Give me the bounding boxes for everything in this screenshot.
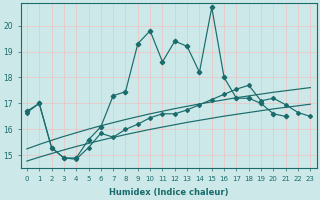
X-axis label: Humidex (Indice chaleur): Humidex (Indice chaleur) bbox=[109, 188, 228, 197]
